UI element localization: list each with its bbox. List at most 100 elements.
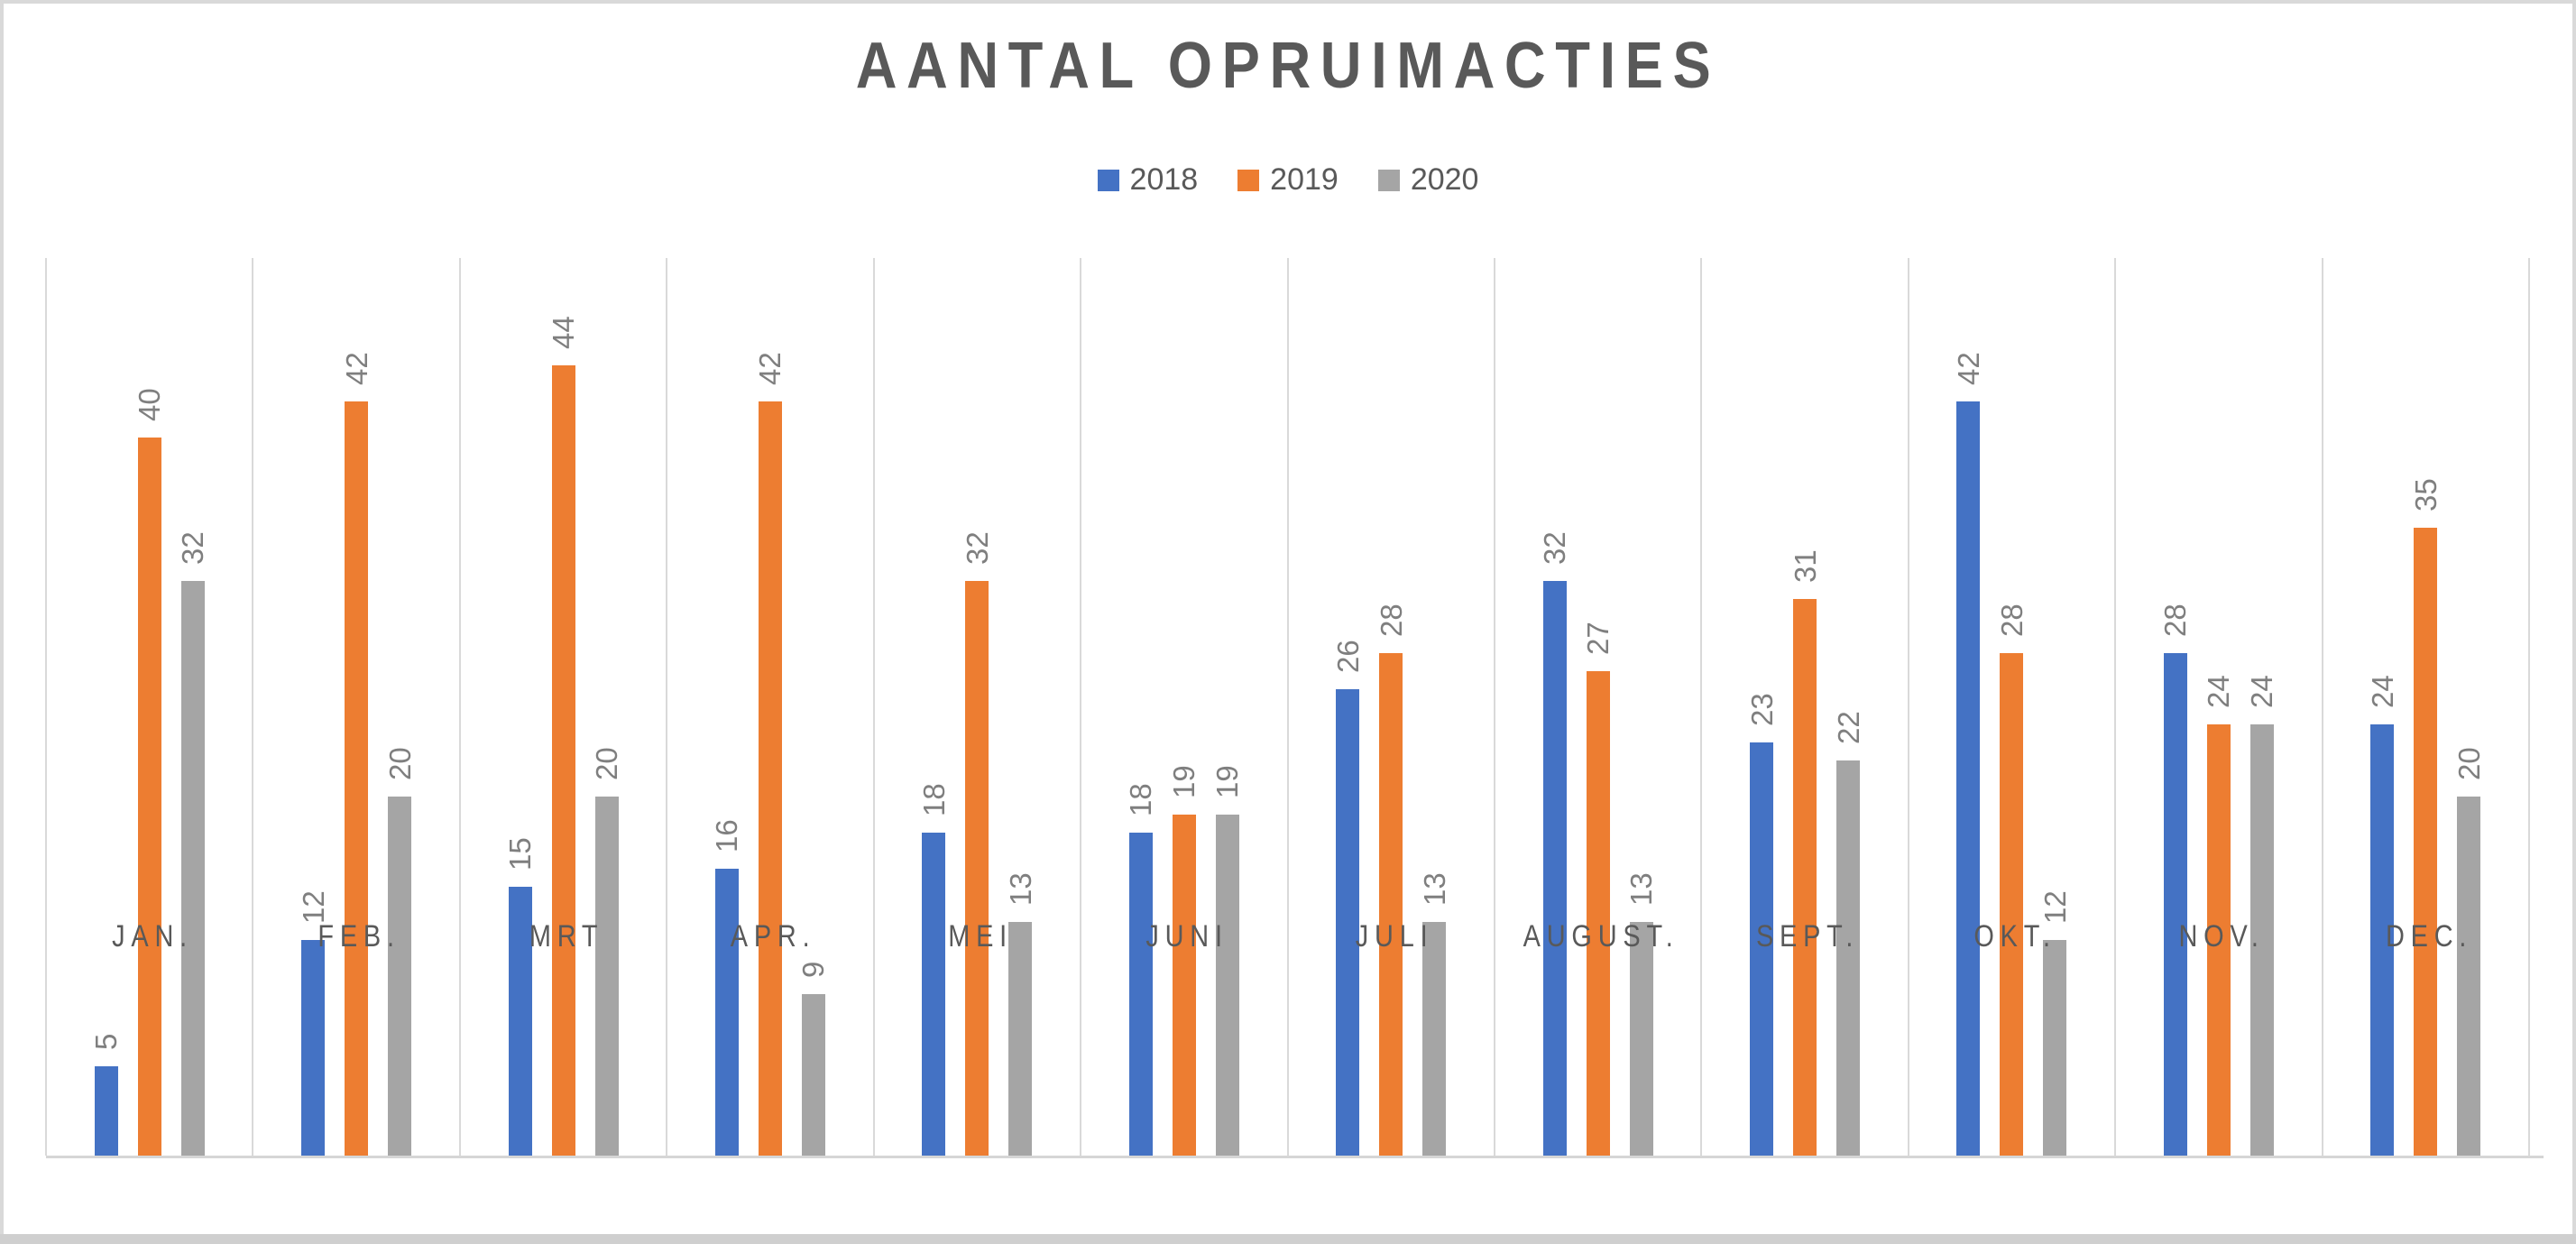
- bar-value-label: 15: [503, 836, 538, 871]
- x-axis-label-okt: OKT.: [1973, 919, 2056, 954]
- bar-value-label: 18: [1124, 783, 1158, 816]
- legend-item-2018: 2018: [1097, 162, 1198, 198]
- bar-value-label: 22: [1831, 711, 1865, 745]
- bar-2019-juli: [1379, 652, 1403, 1156]
- bar-2018-juni: [1128, 832, 1153, 1156]
- bar-2020-nov: [2249, 724, 2274, 1156]
- bar-value-label: 5: [89, 1033, 124, 1050]
- legend-label: 2020: [1410, 162, 1479, 197]
- bar-value-label: 42: [753, 352, 787, 386]
- bar-value-label: 13: [1624, 872, 1659, 907]
- gridline: [1080, 258, 1082, 1156]
- x-axis-label-sept: SEPT.: [1756, 919, 1860, 954]
- x-axis-label-apr: APR.: [731, 919, 816, 954]
- bar-2020-mei: [1008, 922, 1033, 1156]
- bar-value-label: 42: [1951, 352, 1985, 386]
- bar-value-label: 40: [133, 388, 167, 421]
- bar-2020-mrt: [594, 797, 619, 1156]
- bar-2018-apr: [714, 868, 739, 1156]
- bar-2020-dec: [2457, 797, 2481, 1156]
- bar-value-label: 24: [2202, 675, 2236, 709]
- legend-item-2020: 2020: [1377, 162, 1479, 198]
- gridline: [458, 258, 461, 1156]
- bar-2020-august: [1629, 922, 1653, 1156]
- gridline: [1286, 258, 1289, 1156]
- frame-border-right: [2572, 0, 2576, 1244]
- legend-label: 2019: [1270, 162, 1339, 197]
- gridline: [872, 258, 875, 1156]
- bar-2018-okt: [1956, 401, 1981, 1156]
- bottom-strip: [0, 1234, 2576, 1244]
- bar-value-label: 9: [796, 961, 831, 978]
- bar-2018-sept: [1750, 742, 1774, 1156]
- bar-2018-mrt: [508, 886, 532, 1156]
- frame-border-left: [0, 0, 4, 1244]
- bar-value-label: 24: [2365, 675, 2399, 709]
- x-axis-label-mrt: MRT: [529, 919, 604, 954]
- gridline: [1907, 258, 1909, 1156]
- bar-value-label: 31: [1788, 549, 1822, 584]
- bar-value-label: 20: [2452, 747, 2486, 780]
- bar-value-label: 32: [176, 531, 210, 566]
- bar-2019-apr: [758, 401, 782, 1156]
- bar-2020-juni: [1215, 814, 1239, 1156]
- bar-2019-dec: [2414, 527, 2438, 1156]
- bar-value-label: 32: [960, 531, 994, 566]
- bar-value-label: 42: [339, 352, 373, 386]
- x-axis-label-nov: NOV.: [2178, 919, 2265, 954]
- bar-2019-august: [1586, 670, 1610, 1156]
- bar-value-label: 23: [1744, 693, 1779, 727]
- bar-2018-dec: [2370, 724, 2395, 1156]
- bar-value-label: 27: [1581, 621, 1615, 655]
- x-axis-label-juli: JULI: [1355, 919, 1433, 954]
- bar-2018-mei: [922, 832, 946, 1156]
- bar-2018-august: [1542, 581, 1567, 1156]
- bar-value-label: 19: [1210, 765, 1245, 798]
- x-axis-label-august: AUGUST.: [1523, 919, 1679, 954]
- legend-swatch-2018: [1097, 169, 1119, 191]
- bar-2018-feb: [301, 940, 326, 1156]
- gridline: [666, 258, 668, 1156]
- bar-value-label: 28: [1994, 604, 2029, 637]
- bar-2020-juli: [1422, 922, 1447, 1156]
- bar-2019-okt: [2000, 652, 2024, 1156]
- gridline: [252, 258, 254, 1156]
- legend-swatch-2019: [1237, 169, 1260, 191]
- bar-value-label: 18: [916, 783, 951, 816]
- bar-value-label: 20: [590, 747, 624, 780]
- bar-2020-jan: [180, 581, 205, 1156]
- bar-2020-okt: [2043, 940, 2067, 1156]
- bar-2019-mrt: [551, 365, 575, 1156]
- x-axis-label-mei: MEI: [947, 919, 1013, 954]
- bar-2020-feb: [388, 797, 412, 1156]
- gridline: [1700, 258, 1703, 1156]
- gridline: [2321, 258, 2323, 1156]
- bar-value-label: 28: [1374, 604, 1408, 637]
- gridline: [2528, 258, 2530, 1156]
- x-axis-label-juni: JUNI: [1145, 919, 1228, 954]
- frame-border-top: [0, 0, 2576, 4]
- x-axis-line: [46, 1156, 2544, 1158]
- legend-item-2019: 2019: [1237, 162, 1339, 198]
- bar-2020-apr: [801, 993, 825, 1156]
- bar-2019-feb: [345, 401, 369, 1156]
- bar-2019-jan: [137, 438, 161, 1156]
- bar-2018-nov: [2163, 652, 2187, 1156]
- x-axis-label-dec: DEC.: [2385, 919, 2472, 954]
- bar-value-label: 32: [1538, 531, 1572, 566]
- bar-2019-sept: [1793, 599, 1817, 1156]
- x-axis-label-jan: JAN.: [112, 919, 194, 954]
- gridline: [45, 258, 47, 1156]
- bar-value-label: 16: [710, 818, 744, 852]
- bar-value-label: 44: [547, 316, 581, 350]
- bar-value-label: 13: [1003, 872, 1037, 907]
- plot-area: 5 40 32 12 42 20 15 44 20 16 42 9 18 32 13 18 19 19 26 28 13…: [45, 258, 2544, 1158]
- bar-2018-juli: [1336, 688, 1360, 1156]
- bar-value-label: 26: [1330, 639, 1365, 673]
- chart-title: AANTAL OPRUIMACTIES: [855, 30, 1721, 102]
- legend: 2018 2019 2020: [0, 162, 2576, 198]
- x-axis-label-feb: FEB.: [317, 919, 401, 954]
- gridline: [1493, 258, 1495, 1156]
- bar-value-label: 19: [1167, 765, 1201, 798]
